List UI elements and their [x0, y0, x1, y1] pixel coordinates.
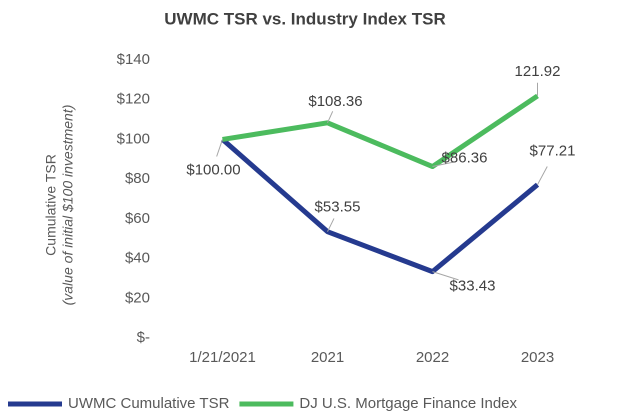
series-line — [222, 93, 539, 170]
x-tick-label: 1/21/2021 — [189, 349, 256, 366]
legend-label: DJ U.S. Mortgage Finance Index — [299, 395, 517, 412]
y-tick-label: $20 — [125, 289, 150, 306]
leader-line — [432, 161, 454, 168]
data-label: $33.43 — [450, 278, 496, 295]
data-label: $77.21 — [530, 143, 576, 160]
series-line — [220, 137, 540, 275]
x-tick-label: 2022 — [416, 349, 449, 366]
legend-label: UWMC Cumulative TSR — [68, 395, 230, 412]
x-tick-label: 2021 — [311, 349, 344, 366]
chart-title: UWMC TSR vs. Industry Index TSR — [164, 9, 445, 28]
leader-line — [327, 111, 334, 124]
data-label: $53.55 — [315, 199, 361, 216]
leader-line — [327, 218, 335, 232]
data-label: $100.00 — [186, 161, 240, 178]
y-tick-label: $40 — [125, 250, 150, 267]
x-tick-label: 2023 — [521, 349, 554, 366]
data-label: 121.92 — [515, 63, 561, 80]
data-label: $86.36 — [442, 149, 488, 166]
y-tick-label: $80 — [125, 170, 150, 187]
y-tick-label: $100 — [117, 130, 150, 147]
y-axis-label: Cumulative TSR (value of initial $100 in… — [43, 105, 76, 306]
leader-line — [216, 139, 223, 157]
y-tick-label: $- — [137, 329, 150, 346]
leader-line — [537, 166, 548, 185]
y-axis-label-line: Cumulative TSR — [43, 154, 59, 256]
leader-line — [432, 271, 459, 281]
y-tick-label: $60 — [125, 210, 150, 227]
data-label: $108.36 — [308, 93, 362, 110]
y-tick-label: $140 — [117, 51, 150, 68]
y-axis-label-line: (value of initial $100 investment) — [60, 105, 76, 306]
y-tick-label: $120 — [117, 91, 150, 108]
